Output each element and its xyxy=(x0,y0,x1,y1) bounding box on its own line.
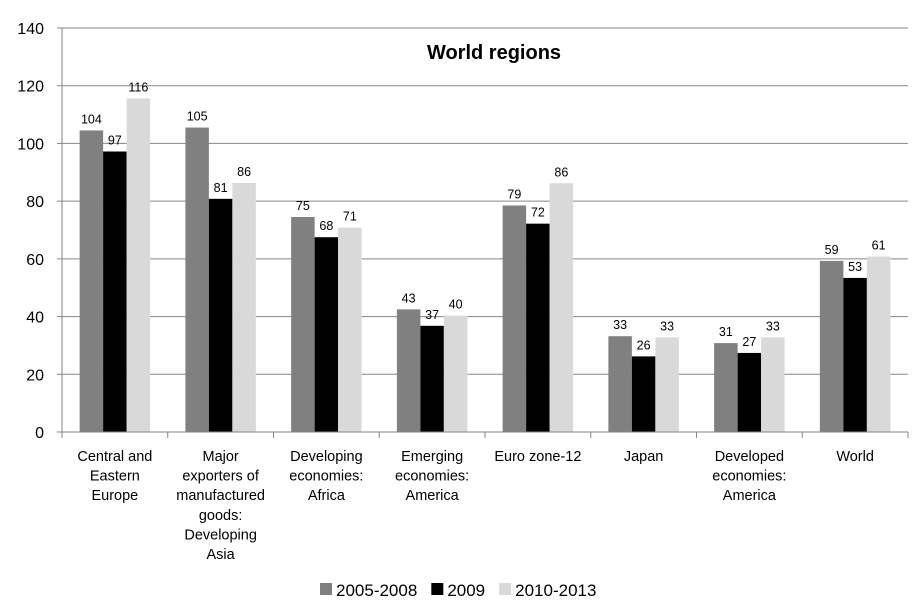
y-tick-label: 80 xyxy=(26,194,44,211)
x-tick-label: Developing xyxy=(184,527,257,543)
bar xyxy=(396,309,421,432)
data-label: 61 xyxy=(872,239,886,253)
data-label: 43 xyxy=(402,291,416,305)
bar xyxy=(819,260,844,432)
legend: 2005-2008 2009 2010-2013 xyxy=(320,581,596,600)
x-tick-label: economies: xyxy=(712,469,786,485)
x-tick-label: Developed xyxy=(715,449,784,465)
bars xyxy=(79,98,891,433)
x-tick-label: exporters of xyxy=(182,469,260,485)
data-label: 105 xyxy=(187,110,208,124)
x-tick-label: goods: xyxy=(199,508,243,524)
bar xyxy=(843,277,867,432)
x-tick-label: Developing xyxy=(290,449,363,465)
chart-title: World regions xyxy=(427,42,561,64)
legend-label: 2005-2008 xyxy=(336,581,417,600)
x-tick-label: America xyxy=(723,488,777,504)
x-tick-label: Central and xyxy=(77,449,152,465)
data-label: 33 xyxy=(766,319,780,333)
bar xyxy=(443,315,468,432)
y-tick-label: 100 xyxy=(17,136,44,153)
bar xyxy=(549,183,574,432)
data-label: 79 xyxy=(507,187,521,201)
bar xyxy=(79,130,104,432)
legend-swatch xyxy=(431,583,444,595)
bar xyxy=(502,205,527,432)
x-tick-label: economies: xyxy=(289,469,363,485)
bar xyxy=(608,336,632,432)
bar xyxy=(126,98,151,432)
x-tick-label: Europe xyxy=(91,488,138,504)
x-tick-label: Eastern xyxy=(90,469,140,485)
x-tick-label: World xyxy=(836,449,874,465)
data-label: 104 xyxy=(81,112,102,126)
bar xyxy=(185,127,209,433)
data-label: 71 xyxy=(343,210,357,224)
y-tick-label: 0 xyxy=(35,425,44,442)
y-tick-label: 20 xyxy=(26,367,44,384)
data-label: 53 xyxy=(848,260,862,274)
bar xyxy=(291,217,315,432)
bar xyxy=(232,182,256,432)
bar xyxy=(714,343,738,432)
bar xyxy=(103,151,127,432)
x-tick-label: manufactured xyxy=(176,488,265,504)
data-label: 72 xyxy=(531,206,545,220)
data-label: 59 xyxy=(825,243,839,257)
y-tick-label: 140 xyxy=(17,21,44,38)
data-label: 116 xyxy=(128,80,148,94)
bar xyxy=(866,256,891,432)
y-tick-label: 60 xyxy=(26,252,44,269)
data-label: 33 xyxy=(613,318,627,332)
axes: 0 20 40 60 80 100 120 140 xyxy=(17,21,909,442)
legend-label: 2010-2013 xyxy=(515,581,596,600)
bar xyxy=(420,325,444,432)
legend-label: 2009 xyxy=(447,581,485,600)
bar xyxy=(314,237,339,432)
bar xyxy=(338,227,362,432)
x-tick-label: economies: xyxy=(395,469,469,485)
y-tick-label: 120 xyxy=(17,79,44,96)
x-tick-label: Asia xyxy=(207,547,236,563)
legend-swatch xyxy=(320,583,332,595)
data-label: 26 xyxy=(637,338,651,352)
legend-swatch xyxy=(499,583,512,595)
y-tick-label: 40 xyxy=(26,310,44,327)
bar xyxy=(631,356,656,432)
data-label: 40 xyxy=(449,298,463,312)
data-label: 33 xyxy=(660,319,674,333)
data-label: 75 xyxy=(296,199,310,213)
bar xyxy=(526,223,550,432)
data-label: 86 xyxy=(237,165,251,179)
bar xyxy=(655,337,679,432)
x-tick-label: Africa xyxy=(308,488,346,504)
data-label: 68 xyxy=(319,219,333,233)
data-label: 27 xyxy=(742,335,756,349)
data-label: 97 xyxy=(108,134,122,148)
data-label: 37 xyxy=(425,308,439,322)
bar xyxy=(208,198,233,432)
bar xyxy=(761,337,785,432)
labels: 104 97 116 Central and Eastern Europe 105 81 86 M… xyxy=(77,80,885,563)
x-tick-label: America xyxy=(406,488,460,504)
data-label: 31 xyxy=(719,325,733,339)
bar xyxy=(737,352,762,432)
x-tick-label: Emerging xyxy=(401,449,463,465)
x-tick-label: Japan xyxy=(624,449,664,465)
x-tick-label: Major xyxy=(202,449,238,465)
x-tick-label: Euro zone-12 xyxy=(494,449,581,465)
data-label: 81 xyxy=(214,181,228,195)
data-label: 86 xyxy=(554,165,568,179)
